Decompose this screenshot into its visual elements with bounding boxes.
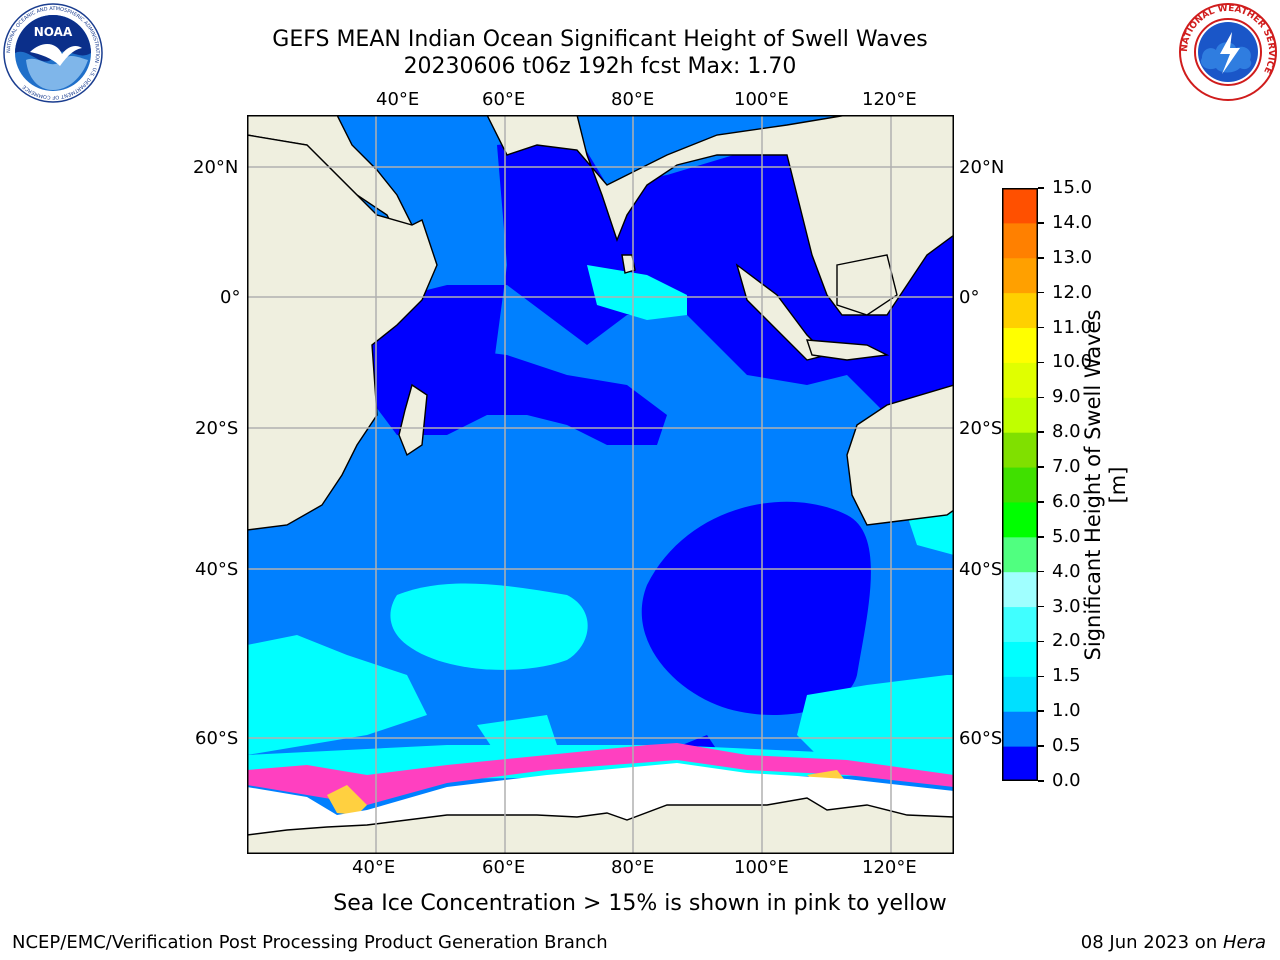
lon-tick-top-60e: 60°E <box>482 89 526 110</box>
nws-logo: NATIONAL WEATHER SERVICE <box>1179 3 1277 101</box>
map-plot <box>247 115 954 854</box>
lat-tick-right-20n: 20°N <box>959 157 1005 178</box>
colorbar-tick-label: 15.0 <box>1052 177 1093 198</box>
lon-tick-bottom-60e: 60°E <box>482 857 526 878</box>
colorbar-tick-label: 7.0 <box>1052 456 1081 478</box>
colorbar-tick-mark <box>1038 187 1044 189</box>
colorbar-tick-mark <box>1038 536 1044 538</box>
map-frame <box>247 115 954 854</box>
colorbar-tick-mark <box>1038 396 1044 399</box>
colorbar-band <box>1002 501 1038 538</box>
footer-branch: NCEP/EMC/Verification Post Processing Pr… <box>12 932 608 953</box>
colorbar-band <box>1002 571 1038 608</box>
lat-tick-left-20s: 20°S <box>195 418 239 439</box>
lon-tick-bottom-100e: 100°E <box>734 857 789 878</box>
colorbar-band <box>1002 397 1038 433</box>
colorbar-tick-label: 13.0 <box>1052 246 1093 268</box>
colorbar-tick-mark <box>1038 361 1044 364</box>
colorbar-tick-label: 2.0 <box>1052 630 1081 652</box>
landmass <box>247 115 954 854</box>
map-gridlines <box>247 115 954 854</box>
lat-tick-right-40s: 40°S <box>959 559 1003 580</box>
colorbar-band <box>1002 676 1038 712</box>
colorbar-tick-mark <box>1038 257 1044 259</box>
noaa-logo-text: NOAA <box>34 25 73 39</box>
colorbar-tick-label: 1.0 <box>1052 700 1081 722</box>
lon-tick-top-40e: 40°E <box>376 89 420 110</box>
colorbar-tick-label: 1.5 <box>1052 665 1081 687</box>
sea-ice-caption: Sea Ice Concentration > 15% is shown in … <box>333 891 947 916</box>
lon-tick-top-100e: 100°E <box>734 89 789 110</box>
colorbar-tick-mark <box>1038 605 1044 608</box>
colorbar-tick-mark <box>1038 745 1044 747</box>
footer-date: 08 Jun 2023 on Hera <box>1081 932 1266 954</box>
lat-tick-right-20s: 20°S <box>959 418 1003 439</box>
chart-title: GEFS MEAN Indian Ocean Significant Heigh… <box>272 27 928 52</box>
colorbar-band <box>1002 432 1038 468</box>
colorbar-tick-mark <box>1038 570 1044 573</box>
colorbar-tick-mark <box>1038 431 1044 433</box>
colorbar-tick-mark <box>1038 501 1044 503</box>
lat-tick-left-60s: 60°S <box>195 728 239 749</box>
colorbar-band <box>1002 188 1038 224</box>
colorbar-tick-label: 6.0 <box>1052 490 1081 512</box>
lon-tick-bottom-80e: 80°E <box>611 857 655 878</box>
footer-date-text: 08 Jun 2023 on <box>1080 932 1223 953</box>
colorbar-tick-mark <box>1038 710 1044 712</box>
colorbar-tick-mark <box>1038 222 1044 224</box>
colorbar-band <box>1002 222 1038 259</box>
colorbar-tick-label: 9.0 <box>1052 386 1081 408</box>
colorbar-tick-label: 12.0 <box>1052 281 1093 303</box>
colorbar-tick-label: 3.0 <box>1052 595 1081 617</box>
lat-tick-right-60s: 60°S <box>959 728 1003 749</box>
colorbar-band <box>1002 746 1038 781</box>
lat-tick-left-20n: 20°N <box>193 157 239 178</box>
footer-machine: Hera <box>1222 932 1266 953</box>
colorbar-tick-label: 14.0 <box>1052 211 1093 233</box>
colorbar-band <box>1002 327 1038 363</box>
lon-tick-top-120e: 120°E <box>862 89 917 110</box>
colorbar-tick-label: 5.0 <box>1052 525 1081 547</box>
colorbar-band <box>1002 292 1038 329</box>
colorbar-band <box>1002 362 1038 398</box>
colorbar-tick-mark <box>1038 780 1044 782</box>
colorbar <box>1002 188 1038 781</box>
colorbar-label: Significant Height of Swell Waves [m] <box>1081 309 1130 661</box>
colorbar-band <box>1002 606 1038 642</box>
colorbar-tick-label: 0.5 <box>1052 735 1081 757</box>
chart-subtitle: 20230606 t06z 192h fcst Max: 1.70 <box>403 54 797 79</box>
colorbar-tick-mark <box>1038 326 1044 329</box>
colorbar-tick-label: 0.0 <box>1052 770 1081 791</box>
colorbar-tick-label: 11.0 <box>1052 316 1093 338</box>
colorbar-tick-label: 10.0 <box>1052 351 1093 373</box>
lon-tick-bottom-120e: 120°E <box>862 857 917 878</box>
colorbar-band <box>1002 257 1038 294</box>
colorbar-tick-label: 8.0 <box>1052 421 1081 443</box>
sea-ice-edge <box>247 743 954 805</box>
lat-tick-left-0: 0° <box>220 287 241 308</box>
lat-tick-left-40s: 40°S <box>195 559 239 580</box>
colorbar-tick-label: 4.0 <box>1052 560 1081 582</box>
lat-tick-right-0: 0° <box>959 287 980 308</box>
colorbar-tick-mark <box>1038 291 1044 294</box>
colorbar-band <box>1002 536 1038 573</box>
lon-tick-bottom-40e: 40°E <box>352 857 396 878</box>
noaa-logo: NOAA NATIONAL OCEANIC AND ATMOSPHERIC AD… <box>3 3 103 103</box>
colorbar-band <box>1002 711 1038 747</box>
colorbar-tick-mark <box>1038 640 1044 643</box>
colorbar-band <box>1002 467 1038 503</box>
colorbar-tick-mark <box>1038 675 1044 678</box>
colorbar-tick-mark <box>1038 466 1044 468</box>
colorbar-band <box>1002 641 1038 677</box>
lon-tick-top-80e: 80°E <box>611 89 655 110</box>
